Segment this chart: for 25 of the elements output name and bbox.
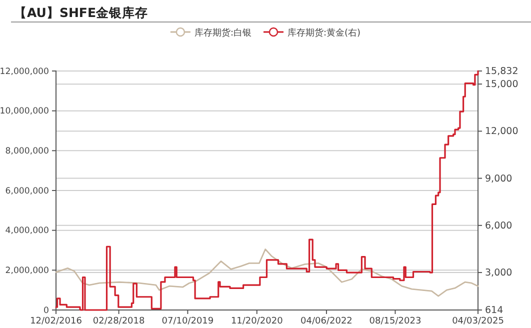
y2-tick-label: 3,000	[485, 268, 512, 279]
y-tick-label: 8,000,000	[5, 146, 49, 156]
y-tick-label: 2,000,000	[5, 266, 49, 276]
y-tick-label: 12,000,000	[0, 66, 49, 77]
y-tick-label: 6,000,000	[5, 186, 49, 196]
y2-tick-label: 12,000	[485, 126, 518, 138]
y-tick-label: 0	[44, 306, 49, 316]
x-tick-label: 11/20/2020	[230, 316, 284, 326]
line-series	[55, 248, 479, 297]
y2-tick-label: 15,832	[485, 66, 518, 78]
y-tick-label: 4,000,000	[5, 226, 49, 236]
x-tick-label: 12/02/2016	[30, 316, 82, 326]
legend-label: 库存期货:黄金(右)	[287, 28, 361, 38]
x-tick-label: 04/06/2022	[300, 316, 352, 326]
x-tick-label: 08/15/2023	[369, 316, 422, 326]
y2-tick-label: 9,000	[485, 173, 512, 184]
y-tick-label: 10,000,000	[0, 106, 49, 117]
x-tick-label: 02/28/2018	[92, 316, 146, 326]
chart-title: 【AU】SHFE金银库存	[14, 5, 148, 20]
y2-tick-label: 6,000	[485, 220, 512, 232]
x-tick-label: 07/10/2019	[162, 316, 214, 326]
legend-label: 库存期货:白银	[194, 28, 252, 38]
y2-tick-label: 614	[485, 305, 504, 316]
y2-tick-label: 15,000	[485, 79, 518, 90]
x-tick-label: 04/03/2025	[452, 316, 504, 326]
